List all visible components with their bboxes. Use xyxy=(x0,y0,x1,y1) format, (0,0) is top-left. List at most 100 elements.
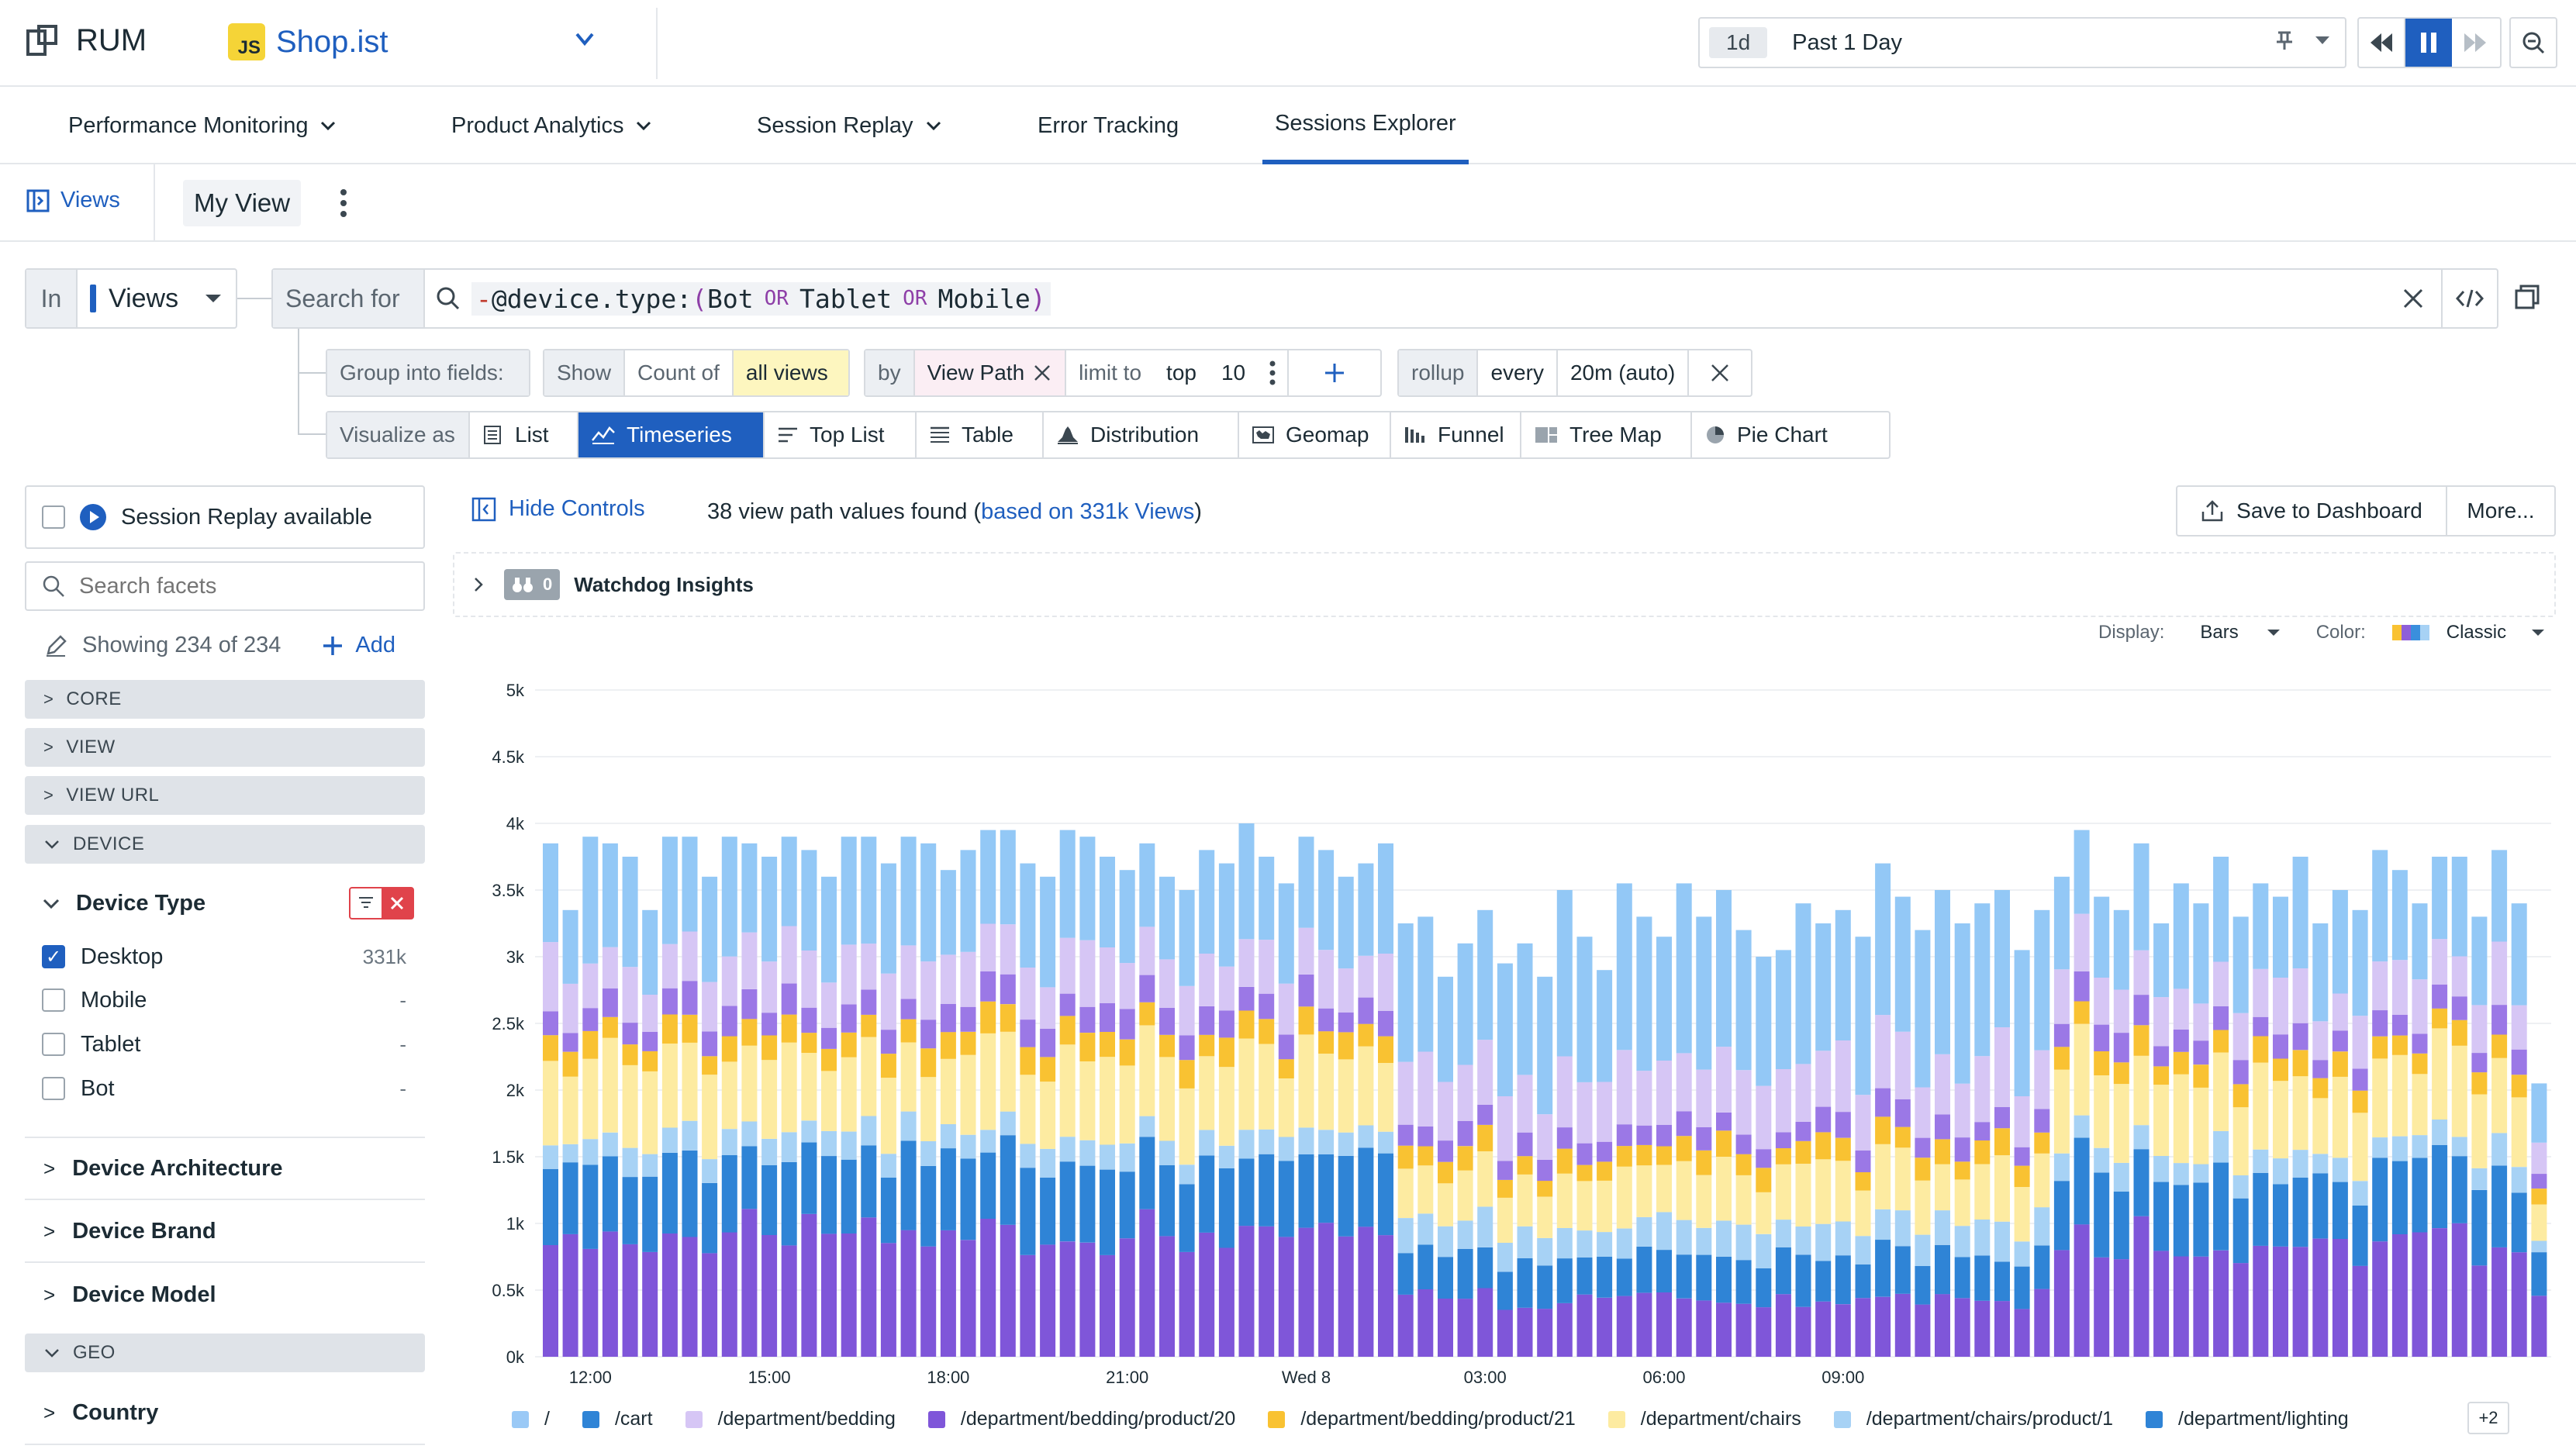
bar-segment[interactable] xyxy=(960,1134,976,1159)
bar-segment[interactable] xyxy=(1100,857,1115,947)
bar-segment[interactable] xyxy=(543,1035,558,1061)
bar-segment[interactable] xyxy=(1218,1010,1234,1038)
bar-segment[interactable] xyxy=(2034,1153,2050,1208)
bar-segment[interactable] xyxy=(2352,1090,2368,1113)
bar-segment[interactable] xyxy=(980,1130,996,1153)
bar-segment[interactable] xyxy=(2014,1165,2030,1187)
bar-segment[interactable] xyxy=(602,1037,618,1133)
bar-segment[interactable] xyxy=(1119,1143,1135,1172)
bar-segment[interactable] xyxy=(721,1006,737,1037)
bar-segment[interactable] xyxy=(1378,1153,1393,1236)
bar-segment[interactable] xyxy=(1974,903,1991,1057)
bar-segment[interactable] xyxy=(2173,988,2189,1030)
bar-segment[interactable] xyxy=(741,1045,758,1122)
bar-segment[interactable] xyxy=(1954,1137,1970,1162)
bar-segment[interactable] xyxy=(2332,1051,2348,1077)
bar-segment[interactable] xyxy=(2113,1191,2129,1260)
bar-segment[interactable] xyxy=(1278,1078,1294,1137)
tab-sessions-explorer[interactable]: Sessions Explorer xyxy=(1262,87,1469,164)
bar-segment[interactable] xyxy=(682,1120,698,1151)
bar-segment[interactable] xyxy=(900,1019,917,1043)
bar-segment[interactable] xyxy=(2531,1204,2547,1241)
bar-segment[interactable] xyxy=(801,1033,817,1053)
bar-segment[interactable] xyxy=(1278,1059,1294,1078)
viz-option-list[interactable]: List xyxy=(470,412,578,457)
viz-option-timeseries[interactable]: Timeseries xyxy=(578,412,765,457)
bar-segment[interactable] xyxy=(682,931,698,982)
bar-segment[interactable] xyxy=(1477,909,1493,1040)
bar-segment[interactable] xyxy=(2352,1068,2368,1091)
bar-segment[interactable] xyxy=(2232,1107,2249,1175)
bar-segment[interactable] xyxy=(880,1154,896,1178)
bar-segment[interactable] xyxy=(880,1030,896,1054)
bar-segment[interactable] xyxy=(1735,1154,1752,1175)
bar-segment[interactable] xyxy=(2053,1069,2070,1154)
bar-segment[interactable] xyxy=(1517,1226,1533,1258)
bar-segment[interactable] xyxy=(821,1156,837,1234)
bar-segment[interactable] xyxy=(562,1076,578,1144)
legend-item[interactable]: /department/lighting xyxy=(2146,1408,2349,1430)
bar-segment[interactable] xyxy=(622,1064,638,1148)
bar-segment[interactable] xyxy=(861,944,877,990)
bar-segment[interactable] xyxy=(702,1075,718,1160)
bar-segment[interactable] xyxy=(1040,987,1056,1029)
bar-segment[interactable] xyxy=(1716,1113,1732,1131)
bar-segment[interactable] xyxy=(821,982,837,1028)
bar-segment[interactable] xyxy=(1358,997,1374,1024)
bar-segment[interactable] xyxy=(1894,1293,1911,1357)
bar-segment[interactable] xyxy=(1199,1006,1215,1035)
bar-segment[interactable] xyxy=(2451,1137,2467,1157)
bar-segment[interactable] xyxy=(2352,1113,2368,1182)
bar-segment[interactable] xyxy=(801,1052,817,1121)
bar-segment[interactable] xyxy=(2471,1168,2488,1190)
bar-segment[interactable] xyxy=(1378,1036,1393,1063)
bar-segment[interactable] xyxy=(1994,1155,2010,1222)
facet-section-geo[interactable]: GEO xyxy=(25,1334,425,1372)
bar-segment[interactable] xyxy=(622,967,638,1023)
bar-segment[interactable] xyxy=(1378,1063,1393,1132)
bar-segment[interactable] xyxy=(2053,969,2070,1024)
tablet-checkbox[interactable] xyxy=(42,1033,65,1056)
bar-segment[interactable] xyxy=(1298,1034,1314,1128)
bar-segment[interactable] xyxy=(1576,1164,1593,1182)
bar-segment[interactable] xyxy=(1139,1209,1155,1357)
bar-segment[interactable] xyxy=(1100,1144,1115,1170)
legend-item[interactable]: /cart xyxy=(582,1408,653,1430)
bar-segment[interactable] xyxy=(761,1139,778,1165)
bar-segment[interactable] xyxy=(1179,1251,1195,1357)
bar-segment[interactable] xyxy=(1795,1227,1811,1255)
bar-segment[interactable] xyxy=(1597,1297,1613,1357)
bar-segment[interactable] xyxy=(1179,1060,1195,1089)
bar-segment[interactable] xyxy=(2332,1030,2348,1052)
bar-segment[interactable] xyxy=(1298,1127,1314,1154)
bar-segment[interactable] xyxy=(721,837,737,957)
bar-segment[interactable] xyxy=(582,1248,599,1357)
bar-segment[interactable] xyxy=(2471,1072,2488,1095)
bar-segment[interactable] xyxy=(781,1161,797,1246)
bar-segment[interactable] xyxy=(1537,1265,1553,1309)
bar-segment[interactable] xyxy=(1119,1039,1135,1066)
bar-segment[interactable] xyxy=(1954,1083,1970,1138)
bar-segment[interactable] xyxy=(861,1217,877,1357)
bar-segment[interactable] xyxy=(880,1078,896,1154)
bar-segment[interactable] xyxy=(1378,1235,1393,1357)
bar-segment[interactable] xyxy=(661,1014,678,1044)
bar-segment[interactable] xyxy=(702,1031,718,1057)
bar-segment[interactable] xyxy=(1795,1164,1811,1227)
bar-segment[interactable] xyxy=(1835,1112,1851,1138)
bar-segment[interactable] xyxy=(1994,1301,2010,1357)
bar-segment[interactable] xyxy=(702,1056,718,1075)
bar-segment[interactable] xyxy=(980,1152,996,1219)
bar-segment[interactable] xyxy=(1020,1144,1036,1168)
limit-value[interactable]: 10 xyxy=(1221,361,1246,385)
bar-segment[interactable] xyxy=(1338,876,1354,969)
bar-segment[interactable] xyxy=(1218,863,1234,967)
bar-segment[interactable] xyxy=(642,995,658,1032)
bar-segment[interactable] xyxy=(2273,1158,2288,1185)
bar-segment[interactable] xyxy=(642,1176,658,1252)
caret-down-icon[interactable] xyxy=(2312,30,2333,56)
bar-segment[interactable] xyxy=(2432,857,2448,940)
watchdog-insights[interactable]: 0 Watchdog Insights xyxy=(453,552,2556,617)
bar-segment[interactable] xyxy=(1974,1056,1991,1123)
bar-segment[interactable] xyxy=(1735,1175,1752,1225)
